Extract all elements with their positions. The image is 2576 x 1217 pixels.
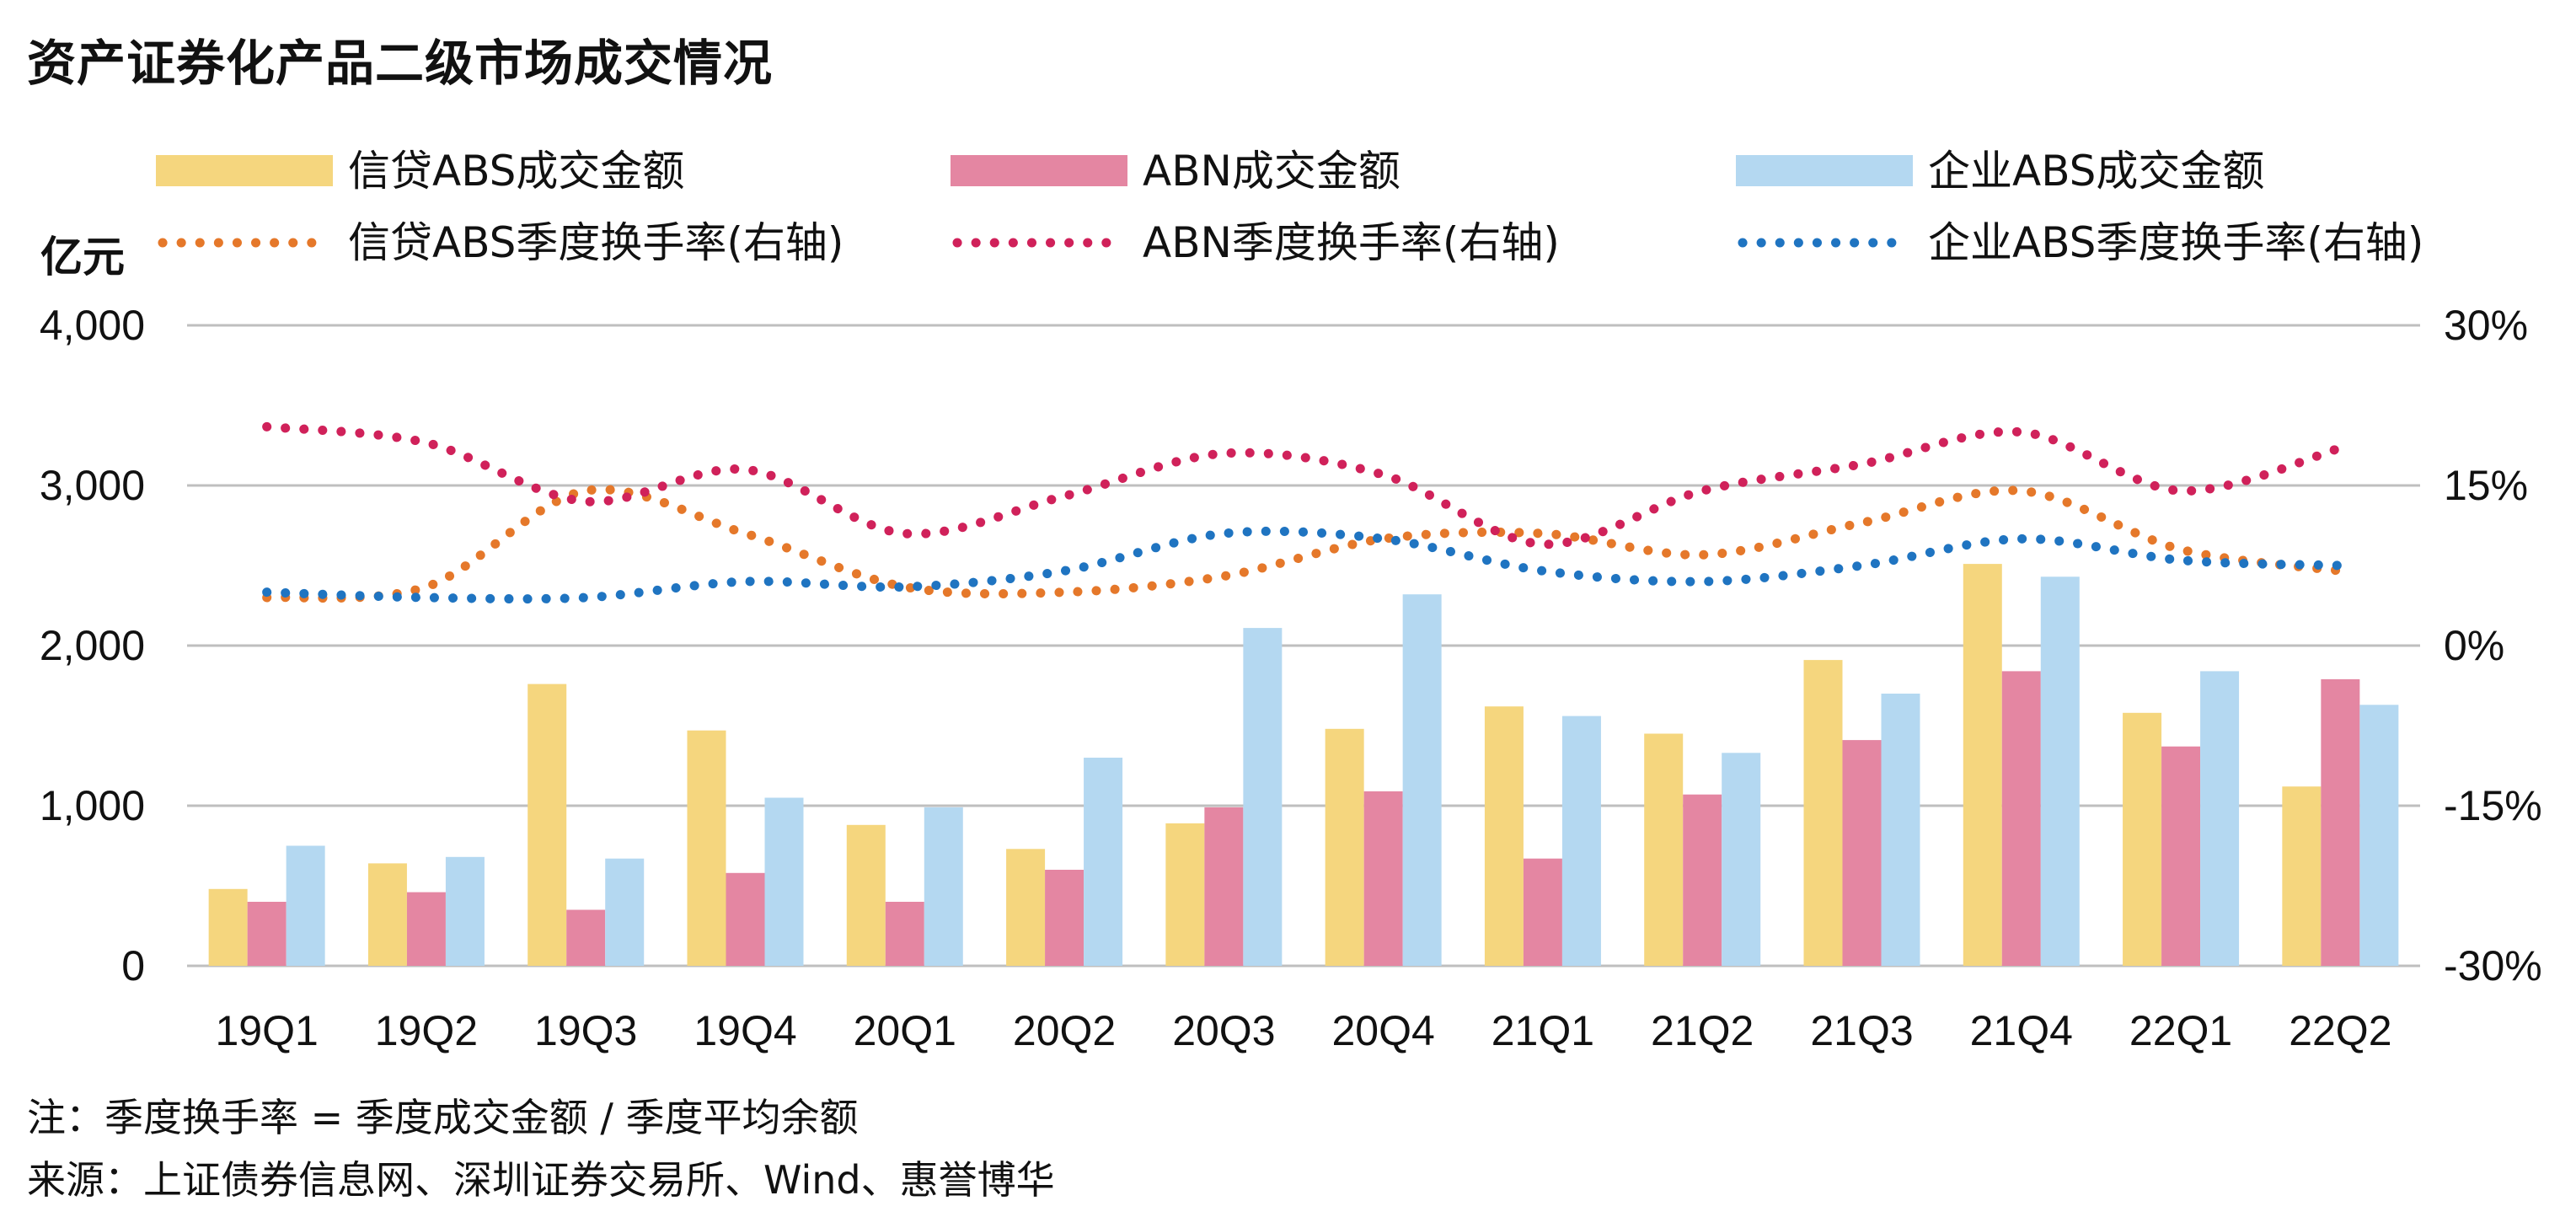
bar [528, 684, 567, 966]
x-tick-label: 19Q4 [694, 1007, 796, 1054]
x-tick-label: 21Q1 [1492, 1007, 1594, 1054]
source-note: 来源：上证债券信息网、深圳证券交易所、Wind、惠誉博华 [27, 1157, 1055, 1203]
series-line [262, 421, 2345, 550]
legend-swatch [951, 155, 1127, 186]
x-tick-label: 19Q3 [534, 1007, 637, 1054]
bar [2200, 671, 2240, 966]
bar [1644, 733, 1684, 966]
bar [208, 888, 248, 966]
bar [1165, 823, 1205, 966]
bar [1523, 858, 1562, 966]
y-tick-label: 4,000 [40, 302, 145, 349]
legend-swatch [1736, 155, 1913, 186]
legend-label: 企业ABS季度换手率(右轴) [1928, 218, 2423, 267]
x-tick-label: 20Q3 [1172, 1007, 1275, 1054]
bar [1842, 740, 1882, 966]
x-tick-label: 20Q1 [854, 1007, 956, 1054]
bar [1561, 716, 1601, 966]
y-axis-ticks: 0 1,000 2,000 3,000 4,000 [40, 302, 145, 989]
x-tick-label: 20Q2 [1013, 1007, 1116, 1054]
series-line [262, 485, 2345, 603]
bar [1803, 660, 1843, 966]
bar [1881, 694, 1920, 966]
bar [247, 902, 287, 966]
x-tick-label: 21Q4 [1970, 1007, 2073, 1054]
bar [2321, 678, 2360, 966]
x-tick-label: 21Q2 [1651, 1007, 1754, 1054]
bar [1402, 594, 1442, 966]
chart-title: 资产证券化产品二级市场成交情况 [27, 35, 774, 92]
legend-label: 信贷ABS成交金额 [348, 147, 684, 196]
bar [1204, 807, 1244, 966]
x-tick-label: 19Q1 [215, 1007, 318, 1054]
y-axis-unit: 亿元 [40, 233, 125, 281]
y2-axis-ticks: -30% -15% 0% 15% 30% [2444, 302, 2542, 989]
bar [406, 892, 446, 966]
y-tick-label: 1,000 [40, 782, 145, 829]
bar [1006, 849, 1046, 966]
bar [726, 872, 765, 966]
bar [2001, 671, 2041, 966]
y-tick-label: 3,000 [40, 462, 145, 509]
legend-label: 信贷ABS季度换手率(右轴) [348, 218, 843, 267]
y2-tick-label: -15% [2444, 782, 2542, 829]
bar [2161, 746, 2201, 966]
bar [1325, 728, 1364, 966]
x-tick-label: 21Q3 [1810, 1007, 1913, 1054]
bar [367, 863, 407, 966]
bar [764, 797, 804, 966]
series-line [262, 526, 2345, 604]
bar [1722, 753, 1761, 966]
gridlines [187, 324, 2420, 968]
y2-tick-label: -30% [2444, 942, 2542, 989]
legend-label: ABN成交金额 [1143, 147, 1400, 196]
bar [885, 902, 924, 966]
y2-tick-label: 30% [2444, 302, 2528, 349]
y2-tick-label: 15% [2444, 462, 2528, 509]
y2-tick-label: 0% [2444, 622, 2504, 669]
bar [1363, 791, 1403, 966]
legend-label: ABN季度换手率(右轴) [1143, 218, 1560, 267]
bar [566, 909, 606, 966]
x-tick-label: 20Q4 [1331, 1007, 1434, 1054]
bar [445, 856, 485, 966]
bar [1683, 794, 1722, 966]
bar [1243, 628, 1283, 966]
bar [2040, 576, 2080, 966]
bar [286, 845, 325, 966]
bar [605, 858, 645, 966]
bar [1084, 758, 1123, 966]
y-tick-label: 0 [121, 942, 145, 989]
y-tick-label: 2,000 [40, 622, 145, 669]
x-axis-ticks: 19Q1 19Q2 19Q3 19Q4 20Q1 20Q2 20Q3 20Q4 21Q1 21Q2… [215, 1007, 2391, 1054]
bar [846, 824, 886, 966]
bar [924, 807, 963, 966]
legend-swatch [156, 155, 333, 186]
bar [687, 730, 726, 966]
bar [2359, 705, 2399, 966]
x-tick-label: 22Q2 [2289, 1007, 2391, 1054]
x-tick-label: 22Q1 [2129, 1007, 2232, 1054]
bar [2123, 712, 2162, 966]
bars [208, 564, 2399, 966]
bar [1045, 870, 1084, 966]
x-tick-label: 19Q2 [375, 1007, 478, 1054]
bar [1963, 564, 2002, 966]
bar [2282, 786, 2322, 966]
formula-note: 注：季度换手率 = 季度成交金额 / 季度平均余额 [27, 1095, 859, 1140]
bar [1484, 706, 1524, 966]
rate-lines [262, 421, 2345, 604]
legend-label: 企业ABS成交金额 [1928, 147, 2264, 196]
